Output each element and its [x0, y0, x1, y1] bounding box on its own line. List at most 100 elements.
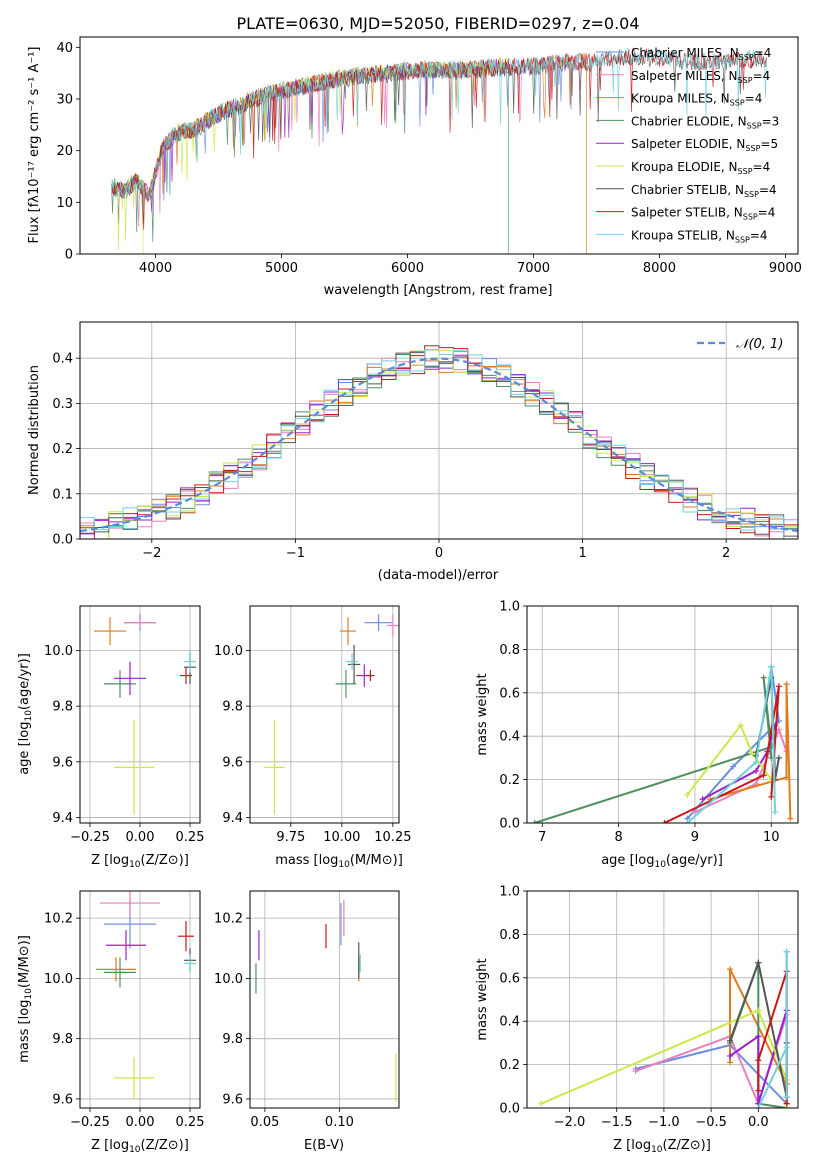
weight-marker	[783, 681, 790, 688]
x-tick-label: 10	[763, 830, 780, 845]
weight-marker	[737, 722, 744, 729]
weight-marker	[727, 1037, 734, 1044]
y-tick-label: 10.0	[214, 972, 243, 987]
weight-marker	[755, 1033, 762, 1040]
y-axis-label: mass weight	[475, 673, 490, 755]
weight-marker	[783, 1100, 790, 1107]
weight-marker	[768, 793, 775, 800]
x-tick-label: 10.25	[374, 830, 411, 845]
y-tick-label: 9.6	[222, 755, 243, 770]
weight-line	[663, 686, 780, 823]
y-tick-label: 0.4	[499, 1015, 520, 1030]
x-axis-label: (data-model)/error	[378, 568, 499, 583]
y-axis-label: Flux [fλ10⁻¹⁷ erg cm⁻² s⁻¹ A⁻¹]	[27, 47, 42, 244]
weight-marker	[755, 1007, 762, 1014]
y-tick-label: 0.6	[499, 971, 520, 986]
weight-marker	[727, 966, 734, 973]
y-tick-label: 9.8	[222, 1032, 243, 1047]
y-axis-label: mass [log10(M/M⊙)]	[17, 935, 34, 1063]
x-tick-label: 1	[578, 546, 586, 561]
x-tick-label: 0.00	[126, 1115, 155, 1130]
x-tick-label: 0.25	[176, 1115, 205, 1130]
weight-marker	[768, 663, 775, 670]
legend-label: Salpeter STELIB, NSSP=4	[631, 206, 775, 222]
x-tick-label: 9.75	[276, 830, 305, 845]
x-tick-label: 9	[691, 830, 699, 845]
x-tick-label: 0.05	[250, 1115, 279, 1130]
plot-area-residuals	[80, 345, 798, 539]
y-tick-label: 10.0	[44, 644, 73, 659]
x-tick-label: 0.00	[126, 830, 155, 845]
axes-frame	[526, 890, 799, 1109]
weight-marker	[755, 1105, 762, 1108]
weight-line	[757, 970, 788, 1104]
weight-marker	[755, 959, 762, 966]
y-tick-label: 10	[56, 196, 73, 211]
weight-marker	[755, 1057, 762, 1064]
x-tick-label: −0.25	[70, 830, 110, 845]
weight-marker	[775, 683, 782, 690]
weight-marker	[730, 763, 737, 770]
weight-marker	[727, 1052, 734, 1059]
y-tick-label: 0.2	[499, 773, 520, 788]
weight-line	[757, 951, 788, 1108]
axes-residuals: −2 −1 0 1 2 0.0 0.1 0.2 0.3 0.4 𝒩(0, 1) (data-model…	[27, 321, 799, 583]
x-tick-label: −1.0	[648, 1115, 680, 1130]
legend-label: 𝒩(0, 1)	[736, 337, 783, 352]
y-tick-label: 9.6	[222, 1092, 243, 1107]
weight-marker	[538, 1100, 545, 1107]
weight-line	[534, 677, 773, 823]
legend: Chabrier MILES, NSSP=4 Salpeter MILES, NS…	[596, 46, 779, 244]
x-tick-label: −1	[286, 546, 305, 561]
legend-label: Kroupa ELODIE, NSSP=4	[631, 160, 770, 176]
x-axis-label: age [log10(age/yr)]	[601, 853, 723, 870]
axes-age_vs_mass: 9.75 10.00 10.25 9.4 9.6 9.8 10.0 mass [log10(M…	[214, 605, 411, 870]
x-axis-label: E(B-V)	[304, 1138, 344, 1153]
axes-frame	[526, 605, 799, 824]
weight-marker	[760, 674, 767, 681]
x-tick-label: 0.25	[176, 830, 205, 845]
plot-area-massweight_vs_age	[531, 663, 794, 823]
x-axis-label: mass [log10(M/M⊙)]	[275, 853, 403, 870]
y-axis-label: mass weight	[475, 958, 490, 1040]
x-tick-label: −2.0	[554, 1115, 586, 1130]
y-tick-label: 0.3	[52, 397, 73, 412]
weight-marker	[632, 1068, 639, 1075]
x-tick-label: 7000	[517, 261, 550, 276]
axes-frame	[79, 36, 799, 255]
weight-marker	[783, 1044, 790, 1051]
plot-area-mass_vs_ebv	[255, 900, 397, 1102]
weight-line	[709, 684, 792, 819]
x-tick-label: 7	[538, 830, 546, 845]
x-tick-label: 9000	[769, 261, 802, 276]
weight-marker	[531, 820, 538, 823]
plot-area-spectrum	[111, 47, 767, 254]
weight-marker	[684, 791, 691, 798]
x-tick-label: 10.00	[323, 830, 360, 845]
weight-marker	[684, 820, 691, 823]
y-tick-label: 10.0	[44, 972, 73, 987]
y-tick-label: 1.0	[499, 600, 520, 615]
histogram-series	[80, 345, 798, 539]
plot-area-age_vs_Z	[94, 614, 196, 815]
x-tick-label: 4000	[139, 261, 172, 276]
y-tick-label: 0.8	[499, 643, 520, 658]
weight-marker	[749, 750, 756, 757]
x-axis-label: Z [log10(Z/Z⊙)]	[91, 853, 189, 870]
y-tick-label: 10.2	[214, 912, 243, 927]
y-tick-label: 0.0	[499, 817, 520, 832]
y-tick-label: 0	[65, 248, 73, 263]
x-tick-label: −2	[142, 546, 161, 561]
y-tick-label: 9.8	[222, 700, 243, 715]
y-axis-label: age [log10(age/yr)]	[17, 653, 34, 775]
weight-marker	[699, 796, 706, 803]
y-tick-label: 9.4	[222, 811, 243, 826]
weight-marker	[787, 815, 794, 822]
axes-mass_vs_Z: −0.25 0.00 0.25 9.6 9.8 10.0 10.2 Z [log10(Z/Z⊙…	[17, 890, 205, 1155]
normal-curve	[80, 357, 798, 533]
weight-marker	[783, 948, 790, 955]
spectrum-line	[111, 47, 767, 202]
weight-line	[686, 666, 780, 820]
y-tick-label: 0.6	[499, 686, 520, 701]
weight-marker	[755, 1087, 762, 1094]
